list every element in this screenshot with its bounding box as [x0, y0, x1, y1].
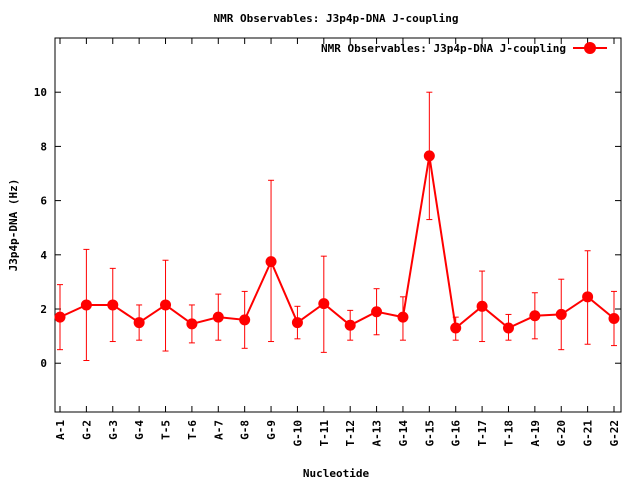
data-point	[239, 314, 251, 326]
data-point	[133, 317, 145, 329]
x-axis: A-1 G-2 G-3 G-4 T-5 T-6 A-7 G-8 G-9 G-10 T-11 T-12 A…	[54, 38, 621, 447]
x-tick-label: G-8	[239, 420, 252, 440]
y-tick-label: 6	[40, 195, 47, 208]
x-tick-label: G-9	[265, 420, 278, 440]
data-point	[371, 306, 383, 318]
data-point	[212, 311, 224, 323]
x-tick-label: A-7	[212, 420, 225, 440]
data-point	[291, 317, 303, 329]
x-tick-label: T-17	[476, 420, 489, 447]
x-tick-label: T-11	[318, 420, 331, 447]
x-tick-label: T-6	[186, 420, 199, 440]
data-point	[186, 318, 198, 330]
data-point	[476, 300, 488, 312]
chart-title: NMR Observables: J3p4p-DNA J-coupling	[213, 12, 458, 25]
data-point	[160, 299, 172, 311]
y-tick-label: 10	[34, 86, 47, 99]
y-axis: 0 2 4 6 8 10	[34, 86, 621, 370]
x-tick-label: G-21	[582, 420, 595, 447]
x-tick-label: G-15	[423, 420, 436, 447]
data-point	[107, 299, 119, 311]
data-point	[582, 291, 594, 303]
data-point	[397, 311, 409, 323]
plot-frame	[54, 37, 622, 413]
x-tick-label: G-16	[450, 420, 463, 447]
y-tick-label: 8	[40, 140, 47, 153]
y-tick-label: 2	[40, 303, 47, 316]
x-tick-label: G-3	[107, 420, 120, 440]
x-axis-label: Nucleotide	[303, 467, 370, 480]
data-point	[423, 150, 435, 162]
data-point	[502, 322, 514, 334]
x-tick-label: A-1	[54, 420, 67, 440]
data-points	[54, 150, 620, 334]
x-tick-label: T-5	[160, 420, 173, 440]
x-tick-label: G-22	[608, 420, 621, 447]
legend: NMR Observables: J3p4p-DNA J-coupling	[321, 42, 607, 55]
x-tick-label: A-13	[371, 420, 384, 447]
x-tick-label: A-19	[529, 420, 542, 447]
x-tick-label: T-12	[344, 420, 357, 447]
data-point	[555, 308, 567, 320]
data-point	[80, 299, 92, 311]
data-point	[265, 256, 277, 268]
data-point	[529, 310, 541, 322]
y-axis-label: J3p4p-DNA (Hz)	[7, 179, 20, 272]
x-tick-label: G-14	[397, 420, 410, 447]
y-tick-label: 4	[40, 249, 47, 262]
data-point	[608, 313, 620, 324]
data-point	[54, 311, 66, 323]
x-tick-label: G-4	[133, 420, 146, 440]
x-tick-label: G-2	[80, 420, 93, 440]
x-tick-label: G-20	[555, 420, 568, 447]
x-tick-label: G-10	[291, 420, 304, 447]
data-point	[318, 298, 330, 310]
legend-label: NMR Observables: J3p4p-DNA J-coupling	[321, 42, 566, 55]
series-line	[59, 155, 615, 330]
data-point	[450, 322, 462, 334]
x-tick-label: T-18	[502, 420, 515, 447]
y-tick-label: 0	[40, 357, 47, 370]
legend-marker	[584, 42, 596, 54]
data-point	[344, 319, 356, 331]
